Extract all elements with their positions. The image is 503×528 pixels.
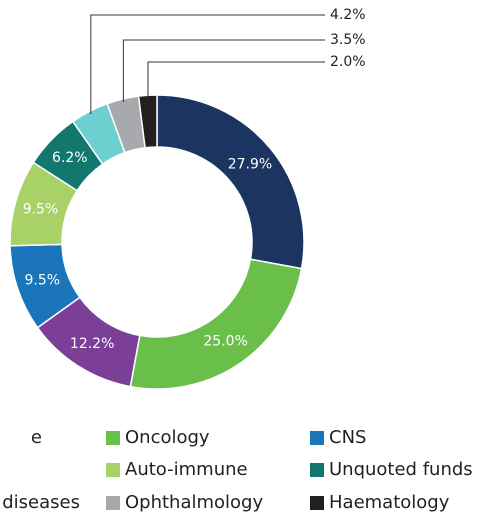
slice-label: 9.5% (23, 201, 59, 217)
leader-line (90, 14, 325, 115)
legend-label: Oncology (125, 427, 210, 448)
slice-label: 4.2% (330, 7, 366, 23)
legend-swatch (106, 431, 120, 445)
slice-label: 6.2% (52, 150, 88, 166)
donut-slice (129, 258, 303, 390)
legend-swatch (106, 496, 120, 510)
donut-slice (156, 94, 305, 270)
donut-slice (137, 94, 158, 149)
leader-line (147, 61, 325, 99)
slice-label: 2.0% (330, 54, 366, 70)
legend-swatch (310, 496, 324, 510)
legend-label: diseases (2, 492, 80, 513)
legend-label: Ophthalmology (125, 492, 263, 513)
legend-label: Auto-immune (125, 459, 248, 480)
slice-label: 3.5% (330, 32, 366, 48)
slice-label: 25.0% (203, 334, 247, 350)
leader-line (122, 39, 325, 102)
legend-swatch (106, 463, 120, 477)
legend-swatch (310, 463, 324, 477)
slice-label: 12.2% (70, 336, 114, 352)
slice-label: 27.9% (228, 157, 272, 173)
legend-label: Haematology (329, 492, 450, 513)
legend-swatch (310, 431, 324, 445)
legend-label: Unquoted funds (329, 459, 473, 480)
slice-label: 9.5% (24, 272, 60, 288)
legend-label: e (31, 427, 42, 448)
legend-label: CNS (329, 427, 366, 448)
